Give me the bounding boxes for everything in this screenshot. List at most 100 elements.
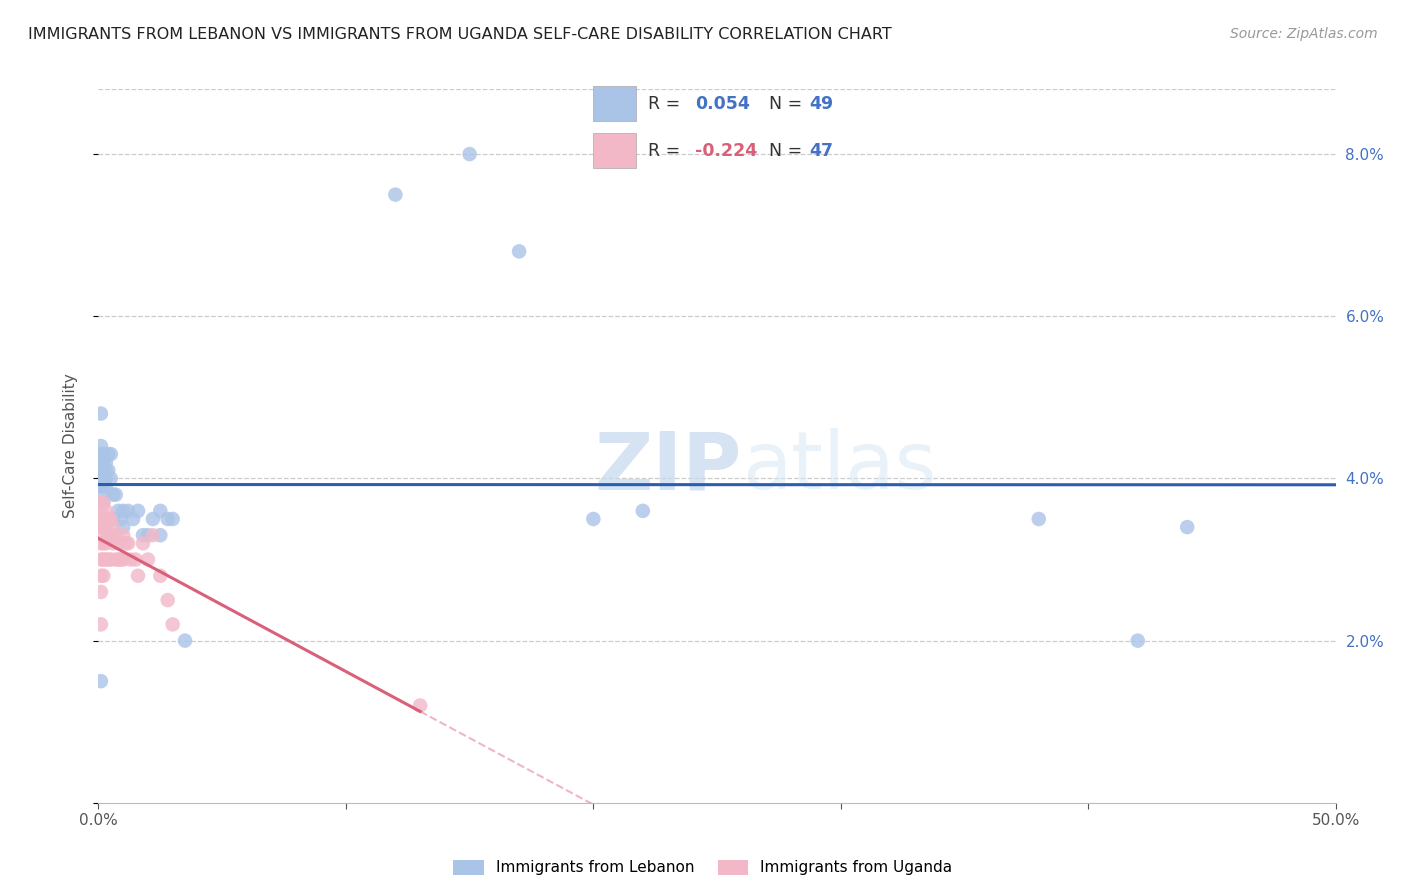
Text: N =: N = <box>769 95 803 112</box>
Immigrants from Lebanon <box>1028 512 1050 526</box>
Immigrants from Lebanon <box>90 674 112 689</box>
Immigrants from Lebanon <box>508 244 530 259</box>
Immigrants from Lebanon <box>104 488 127 502</box>
Immigrants from Uganda <box>162 617 184 632</box>
Immigrants from Uganda <box>93 552 115 566</box>
Immigrants from Lebanon <box>94 479 117 493</box>
Immigrants from Lebanon <box>110 512 132 526</box>
Immigrants from Uganda <box>112 528 135 542</box>
Immigrants from Lebanon <box>94 471 117 485</box>
Immigrants from Lebanon <box>90 463 112 477</box>
Immigrants from Lebanon <box>1175 520 1198 534</box>
Immigrants from Uganda <box>90 617 112 632</box>
Text: N =: N = <box>769 142 803 160</box>
Immigrants from Lebanon <box>112 520 135 534</box>
Immigrants from Uganda <box>90 536 112 550</box>
Immigrants from Uganda <box>100 512 122 526</box>
Immigrants from Uganda <box>120 552 142 566</box>
Text: IMMIGRANTS FROM LEBANON VS IMMIGRANTS FROM UGANDA SELF-CARE DISABILITY CORRELATI: IMMIGRANTS FROM LEBANON VS IMMIGRANTS FR… <box>28 27 891 42</box>
Immigrants from Lebanon <box>384 187 406 202</box>
Text: R =: R = <box>648 142 681 160</box>
Immigrants from Uganda <box>94 520 117 534</box>
Text: R =: R = <box>648 95 681 112</box>
Immigrants from Lebanon <box>149 504 172 518</box>
Immigrants from Lebanon <box>90 447 112 461</box>
Immigrants from Uganda <box>409 698 432 713</box>
Immigrants from Lebanon <box>117 504 139 518</box>
Immigrants from Uganda <box>90 520 112 534</box>
Text: Source: ZipAtlas.com: Source: ZipAtlas.com <box>1230 27 1378 41</box>
Immigrants from Uganda <box>100 528 122 542</box>
Immigrants from Lebanon <box>100 471 122 485</box>
Immigrants from Uganda <box>97 512 120 526</box>
Immigrants from Uganda <box>114 536 136 550</box>
Immigrants from Uganda <box>97 552 120 566</box>
Immigrants from Lebanon <box>93 447 115 461</box>
Immigrants from Lebanon <box>122 512 145 526</box>
Immigrants from Uganda <box>156 593 179 607</box>
Immigrants from Uganda <box>94 504 117 518</box>
Immigrants from Lebanon <box>174 633 197 648</box>
Immigrants from Uganda <box>90 504 112 518</box>
Immigrants from Uganda <box>104 528 127 542</box>
Immigrants from Uganda <box>104 552 127 566</box>
Text: ZIP: ZIP <box>595 428 742 507</box>
Immigrants from Uganda <box>142 528 165 542</box>
Text: -0.224: -0.224 <box>695 142 756 160</box>
Y-axis label: Self-Care Disability: Self-Care Disability <box>63 374 77 518</box>
Immigrants from Uganda <box>97 528 120 542</box>
Immigrants from Lebanon <box>90 455 112 469</box>
Immigrants from Uganda <box>112 552 135 566</box>
Immigrants from Lebanon <box>94 463 117 477</box>
Immigrants from Lebanon <box>90 471 112 485</box>
Immigrants from Uganda <box>93 568 115 582</box>
Immigrants from Lebanon <box>97 463 120 477</box>
Immigrants from Lebanon <box>97 447 120 461</box>
Immigrants from Uganda <box>124 552 146 566</box>
Immigrants from Lebanon <box>93 463 115 477</box>
Immigrants from Uganda <box>127 568 149 582</box>
Immigrants from Lebanon <box>103 488 125 502</box>
Immigrants from Uganda <box>93 496 115 510</box>
Immigrants from Uganda <box>100 552 122 566</box>
Immigrants from Uganda <box>90 552 112 566</box>
Immigrants from Uganda <box>132 536 155 550</box>
Immigrants from Lebanon <box>136 528 159 542</box>
Immigrants from Uganda <box>94 552 117 566</box>
Immigrants from Uganda <box>93 536 115 550</box>
Immigrants from Lebanon <box>90 479 112 493</box>
Immigrants from Lebanon <box>156 512 179 526</box>
Immigrants from Lebanon <box>90 439 112 453</box>
Immigrants from Uganda <box>90 512 112 526</box>
Immigrants from Lebanon <box>93 488 115 502</box>
Immigrants from Lebanon <box>1126 633 1149 648</box>
Immigrants from Lebanon <box>100 447 122 461</box>
Immigrants from Uganda <box>149 568 172 582</box>
Immigrants from Uganda <box>117 536 139 550</box>
Immigrants from Lebanon <box>631 504 654 518</box>
Immigrants from Lebanon <box>93 479 115 493</box>
Immigrants from Uganda <box>103 536 125 550</box>
Text: atlas: atlas <box>742 428 936 507</box>
Text: 0.054: 0.054 <box>695 95 749 112</box>
Immigrants from Uganda <box>136 552 159 566</box>
Immigrants from Uganda <box>103 520 125 534</box>
Immigrants from Uganda <box>90 568 112 582</box>
Immigrants from Uganda <box>110 552 132 566</box>
Immigrants from Uganda <box>90 585 112 599</box>
Legend: Immigrants from Lebanon, Immigrants from Uganda: Immigrants from Lebanon, Immigrants from… <box>454 860 952 875</box>
Immigrants from Uganda <box>107 536 129 550</box>
Immigrants from Lebanon <box>107 504 129 518</box>
Immigrants from Lebanon <box>112 504 135 518</box>
Immigrants from Lebanon <box>94 455 117 469</box>
Immigrants from Uganda <box>90 496 112 510</box>
Immigrants from Lebanon <box>93 496 115 510</box>
Text: 49: 49 <box>810 95 834 112</box>
Immigrants from Lebanon <box>93 455 115 469</box>
Immigrants from Lebanon <box>93 471 115 485</box>
FancyBboxPatch shape <box>593 133 636 168</box>
Immigrants from Uganda <box>93 520 115 534</box>
Immigrants from Uganda <box>94 536 117 550</box>
Immigrants from Lebanon <box>149 528 172 542</box>
Immigrants from Lebanon <box>103 512 125 526</box>
